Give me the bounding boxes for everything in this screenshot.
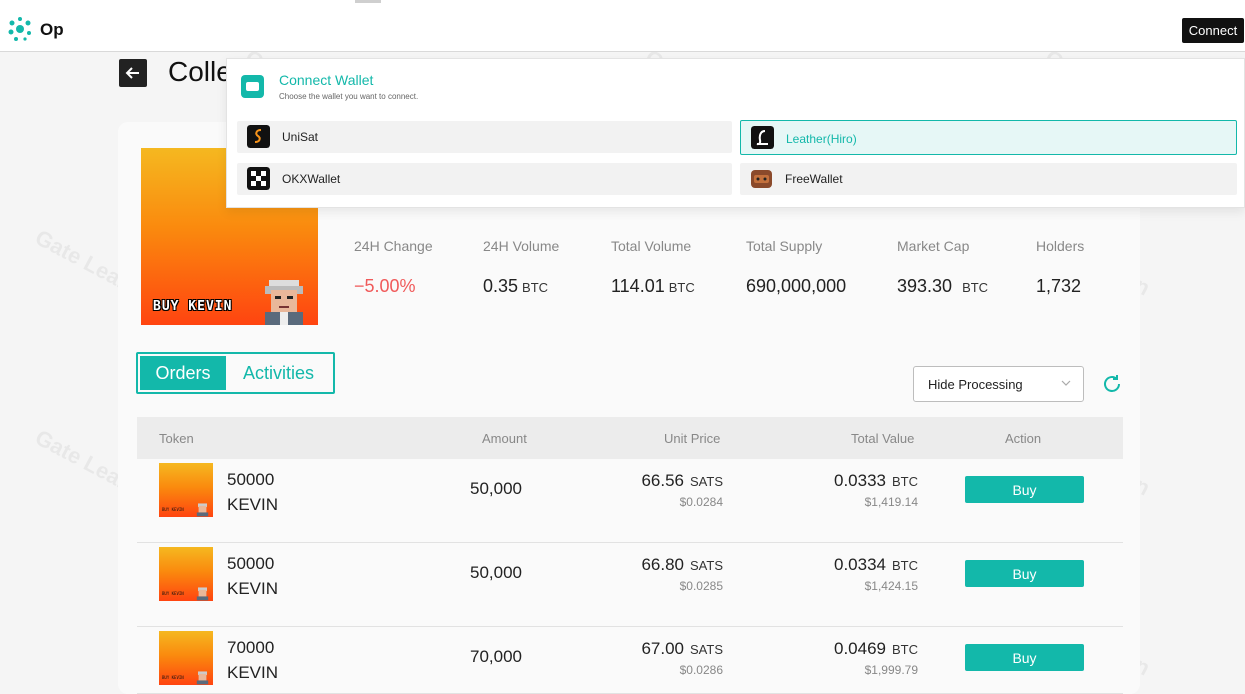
total-value: 0.0334 BTC $1,424.15: [834, 555, 918, 593]
stat-value-total-supply: 690,000,000: [746, 276, 847, 296]
token-name: 50000 KEVIN: [227, 470, 279, 514]
column-header-unit-price: Unit Price: [664, 431, 721, 446]
stat-label-holders: Holders: [1036, 238, 1085, 254]
wallet-icon: [241, 75, 264, 98]
order-amount: 50,000: [470, 563, 522, 582]
table-row: BUY KEVIN 50000 KEVIN 50,000 66.80 SATS $0…: [137, 543, 1123, 627]
page-title: Collection: [168, 56, 228, 87]
tab-orders[interactable]: Orders: [140, 356, 226, 390]
wallet-option-unisat[interactable]: UniSat: [237, 121, 732, 153]
back-button[interactable]: [119, 59, 147, 87]
pixel-portrait-icon: [196, 503, 209, 517]
tab-bar: Orders Activities: [136, 352, 335, 394]
stat-label-24h-volume: 24H Volume: [483, 238, 560, 254]
tab-activities[interactable]: Activities: [242, 362, 314, 383]
column-header-action: Action: [1005, 431, 1042, 446]
connect-button[interactable]: Connect: [1182, 18, 1244, 43]
token-name: 70000 KEVIN: [227, 638, 279, 682]
stat-value-market-cap: 393.30 BTC: [897, 276, 989, 296]
dialog-title: Connect Wallet: [279, 72, 374, 88]
wallet-label: FreeWallet: [785, 172, 843, 186]
filter-selected-value: Hide Processing: [928, 377, 1023, 392]
dialog-subtitle: Choose the wallet you want to connect.: [279, 92, 419, 101]
table-row: BUY KEVIN 50000 KEVIN 50,000 66.56 SATS $0…: [137, 459, 1123, 543]
buy-button[interactable]: Buy: [965, 560, 1084, 587]
stat-label-total-supply: Total Supply: [746, 238, 823, 254]
order-amount: 70,000: [470, 647, 522, 666]
orders-table-header: Token Amount Unit Price Total Value Acti…: [137, 417, 1123, 459]
unit-price: 67.00 SATS $0.0286: [641, 639, 723, 677]
logo-text: Op: [40, 20, 64, 39]
wallet-label: UniSat: [282, 130, 319, 144]
wallet-label: OKXWallet: [282, 172, 341, 186]
wallet-option-freewallet[interactable]: FreeWallet: [740, 163, 1237, 195]
column-header-total-value: Total Value: [851, 431, 915, 446]
freewallet-icon: [751, 170, 772, 188]
total-value: 0.0469 BTC $1,999.79: [834, 639, 918, 677]
logo-icon: [8, 17, 31, 41]
thumbnail-text: BUY KEVIN: [162, 507, 184, 512]
pixel-portrait-icon: [196, 671, 209, 685]
processing-filter-select[interactable]: Hide Processing: [913, 366, 1084, 402]
buy-button[interactable]: Buy: [965, 476, 1084, 503]
order-amount: 50,000: [470, 479, 522, 498]
wallet-option-leather[interactable]: Leather(Hiro): [740, 120, 1237, 155]
leather-icon: [751, 126, 774, 149]
top-divider: [355, 0, 381, 3]
arrow-left-icon: [125, 67, 139, 79]
thumbnail-text: BUY KEVIN: [162, 591, 184, 596]
pixel-portrait-icon: [196, 587, 209, 601]
column-header-amount: Amount: [482, 431, 527, 446]
stat-value-24h-change: −5.00%: [354, 276, 416, 296]
connect-wallet-dialog: Connect Wallet Choose the wallet you wan…: [226, 58, 1245, 208]
token-thumbnail: BUY KEVIN: [159, 631, 213, 685]
okx-icon: [247, 167, 270, 190]
pixel-portrait-icon: [265, 280, 303, 325]
wallet-option-okx[interactable]: OKXWallet: [237, 163, 732, 195]
token-thumbnail: BUY KEVIN: [159, 547, 213, 601]
stat-value-holders: 1,732: [1036, 276, 1082, 296]
chevron-down-icon: [1061, 380, 1071, 386]
stat-label-24h-change: 24H Change: [354, 238, 433, 254]
wallet-label: Leather(Hiro): [786, 132, 857, 146]
token-name: 50000 KEVIN: [227, 554, 279, 598]
column-header-token: Token: [159, 431, 194, 446]
stat-label-market-cap: Market Cap: [897, 238, 970, 254]
banner-text: BUY KEVIN: [153, 299, 233, 314]
stat-value-24h-volume: 0.35 BTC: [483, 276, 549, 296]
refresh-icon[interactable]: [1100, 372, 1124, 396]
thumbnail-text: BUY KEVIN: [162, 675, 184, 680]
stat-label-total-volume: Total Volume: [611, 238, 692, 254]
unit-price: 66.80 SATS $0.0285: [641, 555, 723, 593]
top-bar: Op Connect: [0, 0, 1245, 52]
buy-button[interactable]: Buy: [965, 644, 1084, 671]
table-row: BUY KEVIN 70000 KEVIN 70,000 67.00 SATS $0…: [137, 627, 1123, 694]
stat-value-total-volume: 114.01 BTC: [611, 276, 695, 296]
token-thumbnail: BUY KEVIN: [159, 463, 213, 517]
unit-price: 66.56 SATS $0.0284: [641, 471, 723, 509]
unisat-icon: [247, 125, 270, 148]
total-value: 0.0333 BTC $1,419.14: [834, 471, 918, 509]
